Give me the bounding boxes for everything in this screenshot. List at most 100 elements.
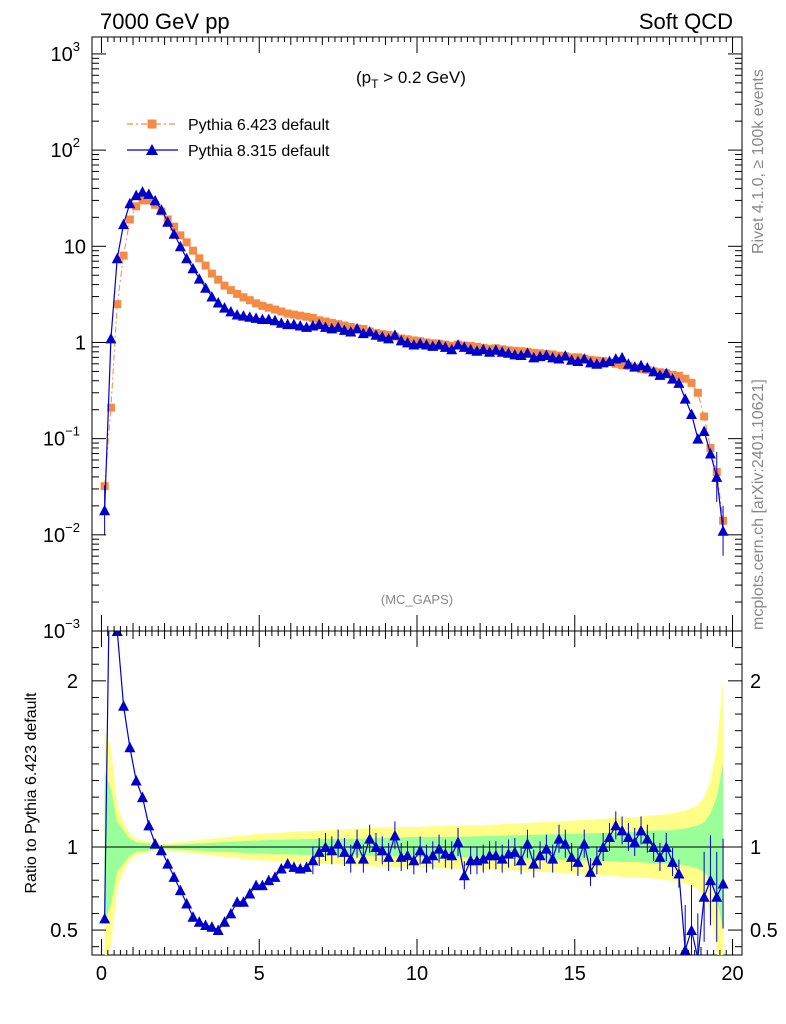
- pythia8-point: [414, 337, 426, 349]
- ratio-point: [641, 833, 653, 844]
- pythia8-point: [704, 448, 716, 459]
- pythia8-point: [503, 347, 515, 358]
- pythia8-point: [136, 186, 148, 197]
- ratio-point: [553, 833, 565, 844]
- legend-marker-pythia6: [147, 119, 157, 129]
- pythia8-point: [174, 240, 186, 252]
- pythia8-point: [667, 373, 679, 384]
- ratio-y-label: Ratio to Pythia 6.423 default: [23, 692, 40, 894]
- pythia8-point: [616, 351, 628, 363]
- legend-marker-pythia8: [146, 144, 158, 155]
- pythia6-point: [674, 371, 683, 380]
- series-pythia6: [100, 196, 728, 525]
- pythia6-point: [138, 196, 147, 205]
- pythia6-point: [611, 359, 620, 368]
- ratio-point: [383, 851, 395, 862]
- ratio-point: [654, 851, 666, 862]
- pythia8-point: [364, 326, 376, 337]
- ratio-y-tick-label-right: 0.5: [750, 920, 778, 942]
- ratio-y-axis: 0.5 0.5 1 1 2 2: [50, 647, 778, 948]
- ratio-point: [136, 791, 148, 803]
- y-tick-label: 10−3: [43, 616, 80, 643]
- pythia8-point: [452, 339, 464, 350]
- ratio-point: [521, 838, 533, 849]
- y-tick-label: 10−1: [43, 424, 80, 451]
- pythia6-point: [176, 231, 185, 240]
- pythia8-point: [206, 291, 218, 302]
- ratio-point: [351, 838, 363, 849]
- pythia8-point: [540, 349, 552, 360]
- pythia8-point: [635, 359, 647, 371]
- pythia6-point: [220, 281, 229, 290]
- pythia8-point: [370, 329, 382, 340]
- pythia8-point: [193, 273, 205, 284]
- ratio-point: [534, 849, 546, 861]
- pythia6-point: [308, 313, 317, 322]
- ratio-point: [603, 831, 615, 842]
- ratio-point: [616, 824, 628, 836]
- ratio-point: [540, 843, 552, 854]
- pythia8-point: [521, 347, 533, 358]
- pythia6-point: [245, 296, 254, 305]
- ratio-point: [698, 891, 710, 902]
- ratio-point: [200, 919, 212, 931]
- pythia6-point: [106, 403, 115, 412]
- pythia6-point: [618, 361, 627, 370]
- ratio-point: [206, 921, 218, 932]
- ratio-point: [237, 896, 249, 907]
- pythia8-point: [143, 188, 155, 199]
- ratio-point: [118, 700, 130, 711]
- ratio-point: [168, 871, 180, 882]
- ratio-point: [591, 854, 603, 866]
- ratio-point: [597, 841, 609, 852]
- ratio-point: [376, 844, 388, 856]
- ratio-point: [269, 871, 281, 882]
- pythia8-point: [383, 332, 395, 344]
- ratio-point: [629, 836, 641, 847]
- ratio-point: [338, 846, 350, 857]
- ratio-point: [515, 854, 527, 866]
- ratio-point: [433, 843, 445, 854]
- ratio-point: [389, 829, 401, 841]
- pythia6-point: [681, 374, 690, 383]
- pythia8-point: [149, 194, 161, 206]
- pythia6-point: [226, 286, 235, 295]
- ratio-point: [420, 853, 432, 864]
- ratio-point: [124, 741, 136, 753]
- pythia8-point: [237, 310, 249, 321]
- pythia8-point: [717, 525, 729, 536]
- ratio-point: [673, 868, 685, 879]
- ratio-point: [345, 853, 357, 864]
- pythia8-point: [294, 320, 306, 331]
- ratio-point: [307, 854, 319, 866]
- ratio-point: [370, 841, 382, 852]
- pythia8-point: [124, 197, 136, 209]
- ratio-point: [187, 911, 199, 922]
- pythia6-point: [182, 238, 191, 247]
- pythia8-point: [490, 344, 502, 355]
- ratio-point: [275, 863, 287, 874]
- pythia6-point: [289, 310, 298, 319]
- ratio-point: [427, 849, 439, 861]
- legend-label-pythia6: Pythia 6.423 default: [188, 117, 330, 134]
- ratio-point: [660, 841, 672, 852]
- ratio-point: [696, 952, 699, 955]
- pythia8-point: [420, 339, 432, 350]
- pythia8-point: [231, 309, 243, 320]
- ratio-point: [263, 874, 275, 886]
- pythia6-point: [264, 303, 273, 312]
- pythia8-point: [458, 341, 470, 352]
- pythia8-point: [332, 321, 344, 332]
- pythia8-point: [212, 297, 224, 308]
- ratio-y-tick-label-right: 1: [750, 837, 761, 859]
- header-left: 7000 GeV pp: [100, 9, 230, 34]
- pythia8-point: [168, 228, 180, 239]
- side-text-top: Rivet 4.1.0, ≥ 100k events: [750, 69, 767, 254]
- ratio-point: [99, 912, 111, 924]
- pythia8-point: [155, 204, 167, 215]
- pythia6-point: [239, 293, 248, 302]
- pythia6-point: [687, 378, 696, 387]
- ratio-point: [326, 844, 338, 856]
